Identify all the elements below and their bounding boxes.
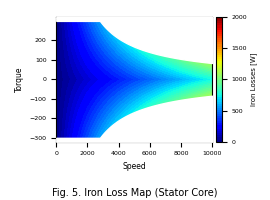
Y-axis label: Torque: Torque	[15, 67, 24, 92]
X-axis label: Speed: Speed	[122, 162, 146, 171]
Text: Fig. 5. Iron Loss Map (Stator Core): Fig. 5. Iron Loss Map (Stator Core)	[52, 188, 218, 198]
Y-axis label: Iron Losses [W]: Iron Losses [W]	[250, 53, 257, 106]
